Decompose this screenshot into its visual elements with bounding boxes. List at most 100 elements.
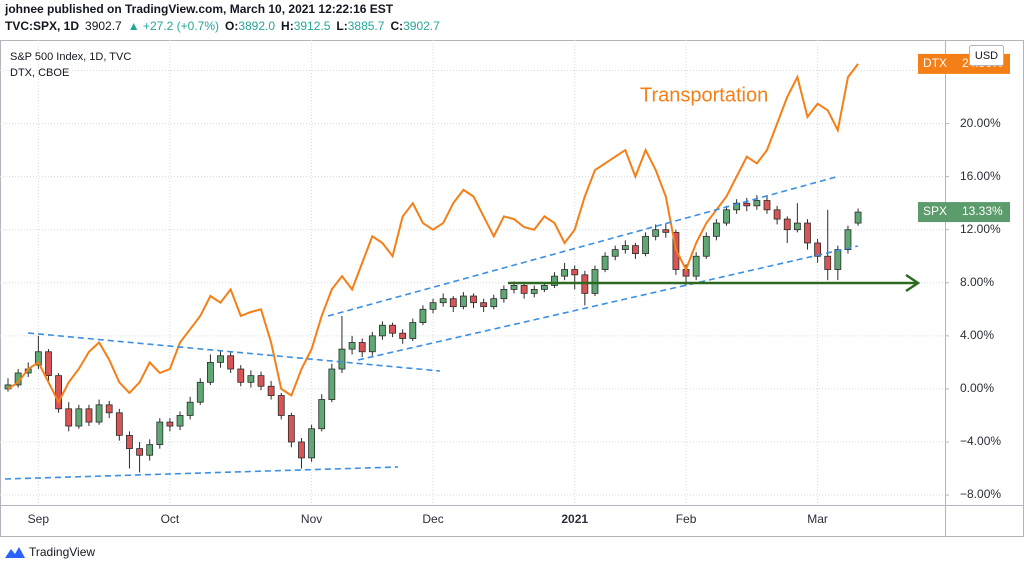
candle-body (480, 302, 488, 308)
candle-body (449, 298, 457, 308)
ohlc-key: L: (336, 19, 347, 33)
candle-body (632, 245, 639, 254)
symbol: TVC:SPX, 1D (5, 19, 79, 33)
plot (4, 63, 862, 473)
candle-body (277, 395, 285, 416)
candle-body (510, 285, 518, 290)
candle-body (621, 245, 629, 251)
ohlc-value: 3902.7 (403, 19, 440, 33)
candle-body (854, 211, 862, 224)
ohlc-key: H: (281, 19, 294, 33)
x-tick-label: Dec (422, 512, 443, 526)
candle-body (571, 269, 579, 276)
candle-body (126, 434, 133, 450)
change: ▲ +27.2 (+0.7%) (128, 19, 219, 33)
candle-body (287, 415, 295, 443)
candle-body (834, 249, 842, 270)
candle-body (561, 269, 568, 277)
x-tick-label: Oct (161, 512, 180, 526)
candle-body (439, 298, 447, 304)
legend-entry: DTX, CBOE (10, 67, 69, 79)
currency[interactable]: USD (975, 50, 998, 62)
y-tick-label: −8.00% (960, 487, 1001, 501)
candle-body (206, 361, 214, 383)
trend-line (327, 176, 837, 317)
candle-body (399, 332, 407, 339)
y-tick-label: 16.00% (960, 169, 1001, 183)
currency-button[interactable] (969, 45, 1004, 66)
candle-body (166, 421, 174, 427)
candle-body (642, 235, 649, 254)
candle-body (814, 242, 821, 257)
y-tick-label: 20.00% (960, 116, 1001, 130)
candle-body (500, 289, 508, 300)
candle-body (733, 202, 741, 211)
candle-body (298, 441, 305, 459)
author-line: johnee published on TradingView.com, Mar… (4, 2, 394, 16)
trend-line (357, 245, 859, 361)
candle-body (368, 335, 376, 353)
candle-body (723, 209, 730, 224)
price-tag-name: DTX (923, 56, 947, 70)
candle-body (419, 308, 427, 323)
candle-body (379, 324, 386, 337)
candle-body (844, 229, 852, 251)
x-tick-label: Mar (807, 512, 828, 526)
candle-body (429, 302, 437, 310)
candle-body (763, 200, 771, 211)
price-tag-name: SPX (923, 204, 947, 218)
candle-body (783, 218, 791, 231)
candle-body (247, 375, 255, 383)
y-tick-label: 0.00% (960, 381, 994, 395)
candle-body (662, 229, 670, 233)
line-series (7, 63, 859, 405)
trend-line (27, 332, 441, 372)
candle-body (338, 348, 346, 370)
candle-body (773, 209, 781, 220)
x-tick-label: Nov (301, 512, 322, 526)
price: 3902.7 (85, 19, 122, 33)
ohlc-key: O: (225, 19, 238, 33)
candle-body (95, 404, 103, 423)
candle-body (804, 222, 811, 244)
ohlc-value: 3885.7 (348, 19, 385, 33)
ohlc-value: 3892.0 (238, 19, 275, 33)
candle-body (85, 408, 93, 423)
candle-body (237, 368, 245, 383)
price-tag (918, 202, 1010, 223)
candle-body (146, 444, 154, 456)
candle-body (470, 295, 477, 304)
candle-body (217, 355, 224, 363)
candle-body (520, 285, 528, 294)
candle-body (348, 342, 356, 350)
y-tick-label: 4.00% (960, 328, 994, 342)
arrow-head (905, 273, 921, 293)
candle-body (692, 255, 700, 277)
candle-body (591, 269, 599, 294)
candle-body (702, 235, 710, 257)
candle-body (267, 385, 275, 396)
candle-body (136, 448, 143, 456)
candle-body (652, 229, 660, 237)
ohlc-value: 3912.5 (294, 19, 331, 33)
candle-body (318, 399, 326, 430)
x-tick-label: Sep (28, 512, 50, 526)
candle-body (601, 255, 609, 270)
logo-mark (5, 547, 25, 558)
y-tick-label: −4.00% (960, 434, 1001, 448)
trend-line (4, 466, 399, 480)
candle-body (186, 401, 194, 416)
candle-body (105, 404, 113, 414)
x-tick-label: 2021 (561, 512, 588, 526)
header-line: johnee published on TradingView.com, Mar… (4, 2, 394, 16)
candle-body (530, 289, 538, 294)
candle-body (34, 351, 42, 366)
candle-body (459, 295, 467, 308)
grid: −8.00% −4.00% 0.00% 4.00% 8.00% 12.00% 16.00% 2… (0, 40, 1001, 526)
candle-body (824, 255, 832, 270)
candle-body (75, 408, 83, 427)
candle-body (490, 298, 498, 308)
